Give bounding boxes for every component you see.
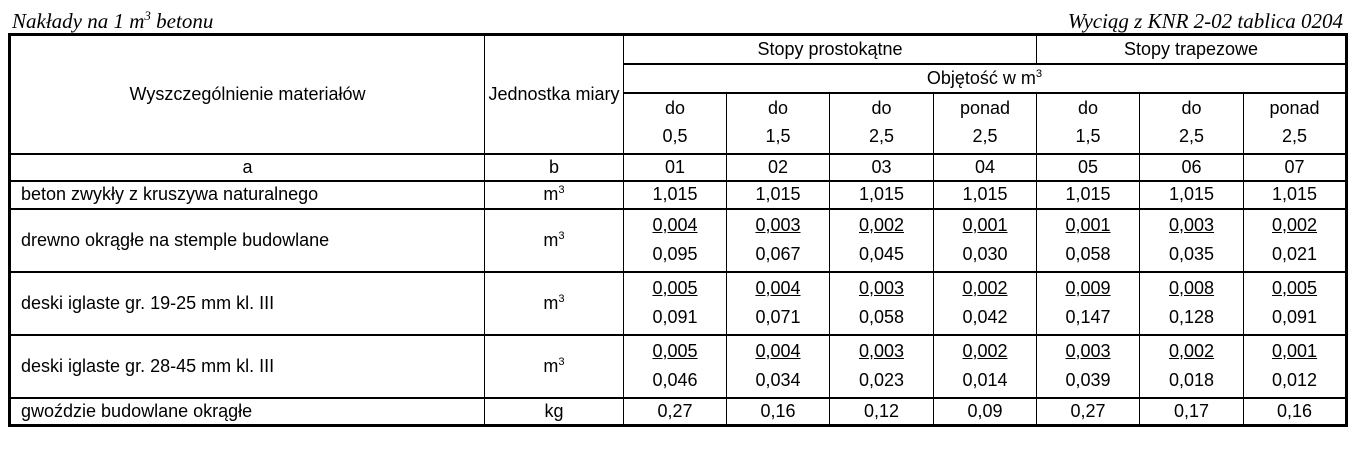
value-cell: 1,015 [623,179,727,210]
code-cell-07: 07 [1243,152,1348,182]
material-cell: deski iglaste gr. 19-25 mm kl. III [9,270,485,336]
value-cell: 1,015 [932,179,1038,210]
value-cell: 0,003 0,058 [829,270,934,336]
column-header-materials: Wyszczególnienie materiałów [9,33,485,155]
subcolumn-header-1: do 0,5 [623,91,727,155]
page-title-left: Nakłady na 1 m3 betonu [12,9,213,34]
value-cell: 0,12 [829,396,934,427]
value-cell: 0,002 0,042 [932,270,1038,336]
table-row: drewno okrągłe na stemple budowlane m3 0… [9,207,1348,273]
header-volume-row: Objętość w m3 [10,62,1348,94]
page-title-right: Wyciąg z KNR 2-02 tablica 0204 [1067,9,1343,33]
value-cell: 1,015 [1243,179,1348,210]
code-cell-04: 04 [932,152,1038,182]
value-cell: 0,008 0,128 [1139,270,1245,336]
value-cell: 1,015 [1139,179,1245,210]
table-row: deski iglaste gr. 28-45 mm kl. III m3 0,… [9,333,1348,399]
value-cell: 0,003 0,067 [726,207,830,273]
volume-label: Objętość w m [926,67,1036,88]
volume-superscript: 3 [1035,67,1043,80]
value-cell: 0,001 0,058 [1036,207,1141,273]
column-group-rectangular-footings: Stopy prostokątne [622,33,1038,65]
header-group-row: Wyszczególnienie materiałów Jednostka mi… [9,33,1348,155]
subcolumn-header-7: ponad 2,5 [1243,91,1348,155]
value-cell: 0,001 0,012 [1243,333,1348,399]
value-cell: 0,009 0,147 [1036,270,1141,336]
unit-cell: m3 [484,270,624,336]
material-cell: beton zwykły z kruszywa naturalnego [9,179,485,210]
materials-table: Wyszczególnienie materiałów Jednostka mi… [8,33,1349,427]
value-cell: 0,004 0,034 [726,333,830,399]
value-cell: 0,005 0,091 [623,270,727,336]
value-cell: 0,27 [1036,396,1141,427]
code-cell-02: 02 [726,152,830,182]
value-cell: 0,27 [623,396,727,427]
value-cell: 0,17 [1139,396,1245,427]
unit-cell: m3 [484,333,624,399]
column-header-unit: Jednostka miary [484,33,624,155]
header-subcolumns-row: do 0,5 do 1,5 do 2,5 ponad 2,5 do 1,5 do 2,5 p… [10,91,1348,155]
code-cell-b: b [484,152,624,182]
code-cell-a: a [9,152,485,182]
value-cell: 0,002 0,021 [1243,207,1348,273]
code-cell-01: 01 [623,152,727,182]
value-cell: 1,015 [1036,179,1141,210]
value-cell: 0,003 0,039 [1036,333,1141,399]
column-header-volume: Objętość w m3 [622,62,1348,94]
value-cell: 0,16 [726,396,830,427]
title-left-text-rest: betonu [150,9,214,33]
unit-cell: kg [484,396,624,427]
subcolumn-header-4: ponad 2,5 [932,91,1038,155]
subcolumn-header-2: do 1,5 [726,91,830,155]
title-left-superscript: 3 [144,8,151,23]
value-cell: 0,003 0,035 [1139,207,1245,273]
value-cell: 1,015 [726,179,830,210]
value-cell: 0,005 0,091 [1243,270,1348,336]
code-cell-03: 03 [829,152,934,182]
table-row: beton zwykły z kruszywa naturalnego m3 1… [9,179,1348,210]
value-cell: 0,002 0,018 [1139,333,1245,399]
subcolumn-header-5: do 1,5 [1036,91,1141,155]
value-cell: 0,09 [932,396,1038,427]
title-bar: Nakłady na 1 m3 betonu Wyciąg z KNR 2-02… [0,0,1353,33]
unit-cell: m3 [484,207,624,273]
value-cell: 0,002 0,045 [829,207,934,273]
title-left-text: Nakłady na 1 m [12,9,145,33]
material-cell: gwoździe budowlane okrągłe [9,396,485,427]
code-cell-05: 05 [1036,152,1141,182]
unit-cell: m3 [484,179,624,210]
column-group-trapezoidal-footings: Stopy trapezowe [1036,33,1348,65]
value-cell: 0,004 0,095 [623,207,727,273]
material-cell: deski iglaste gr. 28-45 mm kl. III [9,333,485,399]
value-cell: 0,001 0,030 [932,207,1038,273]
value-cell: 0,002 0,014 [932,333,1038,399]
subcolumn-header-3: do 2,5 [829,91,934,155]
value-cell: 1,015 [829,179,934,210]
material-cell: drewno okrągłe na stemple budowlane [9,207,485,273]
table-row: deski iglaste gr. 19-25 mm kl. III m3 0,… [9,270,1348,336]
value-cell: 0,003 0,023 [829,333,934,399]
value-cell: 0,004 0,071 [726,270,830,336]
column-code-row: a b 01 02 03 04 05 06 07 [9,152,1348,182]
table-row: gwoździe budowlane okrągłe kg 0,27 0,16 … [9,396,1348,427]
value-cell: 0,005 0,046 [623,333,727,399]
subcolumn-header-6: do 2,5 [1139,91,1245,155]
code-cell-06: 06 [1139,152,1245,182]
value-cell: 0,16 [1243,396,1348,427]
